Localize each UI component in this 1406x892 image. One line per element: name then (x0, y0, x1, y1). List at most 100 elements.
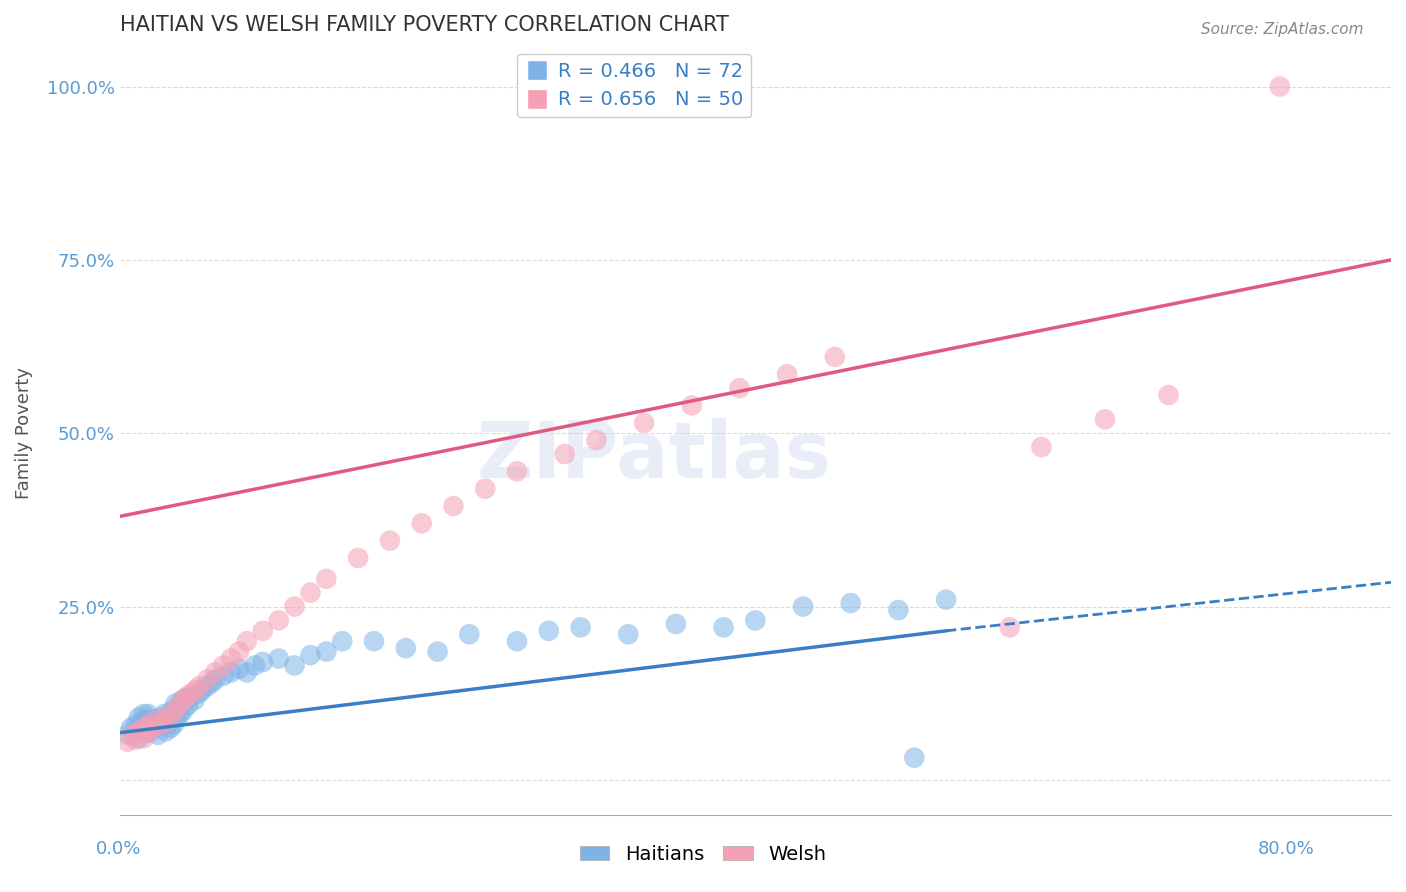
Point (212, 658, 235, 673)
Point (138, 706, 160, 721)
Point (152, 719, 174, 733)
Point (165, 697, 187, 711)
Point (363, 634, 385, 648)
Point (330, 634, 353, 648)
Point (129, 721, 152, 735)
Point (299, 585, 322, 599)
Point (146, 728, 169, 742)
Point (633, 416, 655, 430)
Point (283, 658, 305, 673)
Point (141, 723, 163, 737)
Text: ZIPatlas: ZIPatlas (477, 418, 831, 494)
Point (236, 665, 259, 680)
Point (252, 624, 274, 638)
Point (170, 693, 193, 707)
Point (228, 662, 250, 676)
Point (156, 714, 179, 728)
Point (177, 698, 200, 712)
Y-axis label: Family Poverty: Family Poverty (15, 368, 32, 500)
Point (191, 682, 214, 697)
Point (506, 634, 529, 648)
Point (128, 724, 150, 739)
Point (132, 706, 155, 721)
Point (378, 533, 401, 548)
Point (132, 721, 155, 735)
Text: 80.0%: 80.0% (1258, 840, 1315, 858)
Point (219, 651, 242, 665)
Legend: R = 0.466   N = 72, R = 0.656   N = 50: R = 0.466 N = 72, R = 0.656 N = 50 (517, 54, 751, 117)
Point (1094, 412, 1116, 426)
Point (903, 750, 925, 764)
Point (117, 735, 139, 749)
Point (243, 658, 266, 673)
Point (537, 624, 560, 638)
Point (506, 464, 529, 478)
Point (183, 693, 205, 707)
Point (157, 709, 180, 723)
Point (1268, 79, 1291, 94)
Point (347, 551, 370, 566)
Point (153, 710, 176, 724)
Point (132, 714, 155, 728)
Point (554, 447, 576, 461)
Point (142, 723, 165, 737)
Point (411, 516, 433, 531)
Point (169, 697, 191, 711)
Point (283, 599, 305, 614)
Point (204, 673, 226, 687)
Point (124, 724, 146, 739)
Point (141, 712, 163, 726)
Point (195, 673, 218, 687)
Point (665, 616, 688, 631)
Point (128, 710, 150, 724)
Point (201, 675, 224, 690)
Point (153, 706, 176, 721)
Point (143, 714, 166, 728)
Point (167, 700, 190, 714)
Point (776, 368, 799, 382)
Point (134, 724, 156, 739)
Point (184, 682, 207, 697)
Point (299, 648, 322, 662)
Point (267, 651, 290, 665)
Point (728, 381, 751, 395)
Point (426, 645, 449, 659)
Point (176, 690, 198, 704)
Point (228, 645, 250, 659)
Point (120, 721, 142, 735)
Point (155, 724, 177, 739)
Point (143, 716, 166, 731)
Point (188, 679, 211, 693)
Legend: Haitians, Welsh: Haitians, Welsh (572, 837, 834, 871)
Point (138, 725, 160, 739)
Point (315, 572, 337, 586)
Point (219, 665, 242, 680)
Point (150, 710, 173, 724)
Point (935, 592, 957, 607)
Point (443, 499, 465, 513)
Point (681, 399, 703, 413)
Point (204, 665, 226, 680)
Point (163, 717, 186, 731)
Point (117, 728, 139, 742)
Point (998, 620, 1021, 634)
Point (172, 704, 194, 718)
Point (180, 686, 202, 700)
Point (887, 603, 910, 617)
Point (160, 706, 183, 721)
Point (160, 704, 183, 718)
Point (839, 596, 862, 610)
Text: 0.0%: 0.0% (96, 840, 141, 858)
Point (166, 710, 188, 724)
Point (159, 721, 181, 735)
Point (188, 686, 211, 700)
Point (180, 690, 202, 704)
Point (165, 704, 187, 718)
Point (744, 614, 766, 628)
Point (195, 679, 218, 693)
Point (148, 719, 170, 733)
Point (139, 723, 162, 737)
Point (138, 717, 160, 731)
Point (124, 717, 146, 731)
Point (169, 706, 191, 721)
